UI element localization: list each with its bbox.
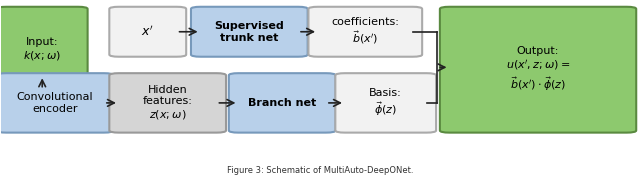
Text: Basis:
$\vec{\phi}(z)$: Basis: $\vec{\phi}(z)$ — [369, 88, 402, 118]
FancyBboxPatch shape — [440, 7, 636, 133]
FancyBboxPatch shape — [109, 7, 186, 57]
FancyBboxPatch shape — [335, 73, 436, 133]
FancyBboxPatch shape — [228, 73, 335, 133]
Text: Convolutional
encoder: Convolutional encoder — [17, 92, 93, 114]
FancyBboxPatch shape — [0, 7, 88, 92]
FancyBboxPatch shape — [0, 73, 113, 133]
Text: $x'$: $x'$ — [141, 25, 154, 39]
Text: Branch net: Branch net — [248, 98, 316, 108]
Text: coefficients:
$\vec{b}(x')$: coefficients: $\vec{b}(x')$ — [332, 17, 399, 46]
Text: Supervised
trunk net: Supervised trunk net — [214, 21, 284, 43]
Text: Figure 3: Schematic of MultiAuto-DeepONet.: Figure 3: Schematic of MultiAuto-DeepONe… — [227, 166, 413, 175]
Text: Input:
$k(x;\omega)$: Input: $k(x;\omega)$ — [23, 37, 61, 62]
FancyBboxPatch shape — [109, 73, 226, 133]
FancyBboxPatch shape — [191, 7, 308, 57]
Text: Hidden
features:
$z(x;\omega)$: Hidden features: $z(x;\omega)$ — [143, 85, 193, 121]
Text: Output:
$u(x', z;\omega) =$
$\vec{b}(x') \cdot \vec{\phi}(z)$: Output: $u(x', z;\omega) =$ $\vec{b}(x')… — [506, 46, 570, 93]
FancyBboxPatch shape — [308, 7, 422, 57]
